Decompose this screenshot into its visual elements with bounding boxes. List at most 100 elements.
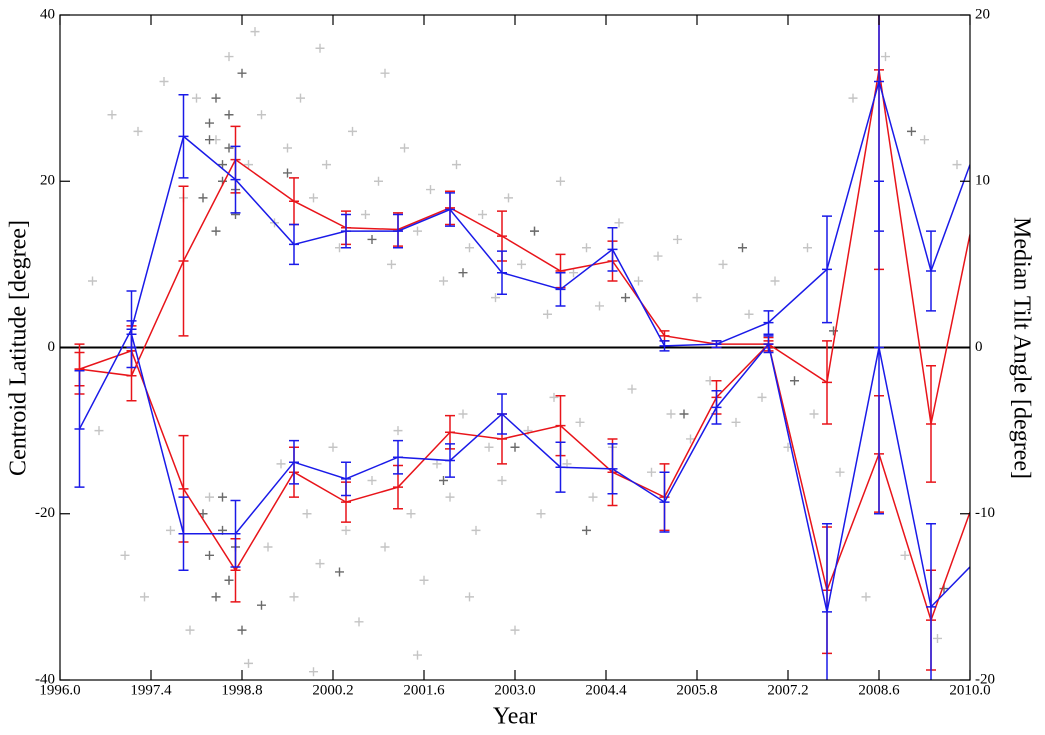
y2-tick-label: -20 bbox=[975, 671, 995, 687]
scatter-point bbox=[686, 434, 695, 444]
scatter-point bbox=[510, 625, 520, 635]
error-bar bbox=[822, 215, 832, 324]
error-bar bbox=[289, 223, 299, 266]
error-bar bbox=[822, 522, 832, 680]
scatter-point bbox=[861, 592, 871, 602]
scatter-point bbox=[731, 417, 741, 427]
scatter-point bbox=[224, 575, 234, 585]
scatter-point bbox=[530, 226, 539, 236]
error-bar bbox=[711, 389, 722, 425]
scatter-point bbox=[647, 467, 656, 477]
y-axis-title: Centroid Latitude [degree] bbox=[6, 220, 32, 476]
scatter-point bbox=[198, 193, 208, 203]
scatter-point bbox=[393, 426, 403, 436]
line-layer bbox=[60, 15, 970, 680]
y-tick-label: 40 bbox=[40, 6, 55, 22]
error-bar bbox=[393, 439, 403, 475]
scatter-point bbox=[205, 492, 214, 502]
scatter-point bbox=[588, 492, 598, 502]
scatter-point bbox=[237, 68, 247, 78]
scatter-point bbox=[497, 476, 507, 485]
y-tick-label: -20 bbox=[35, 505, 55, 521]
scatter-point bbox=[400, 143, 409, 153]
scatter-point bbox=[244, 658, 253, 668]
scatter-point bbox=[458, 268, 468, 278]
scatter-point bbox=[224, 110, 234, 120]
series-line bbox=[79, 69, 970, 425]
scatter-point bbox=[582, 243, 591, 253]
scatter-point bbox=[283, 168, 292, 178]
error-bar bbox=[926, 522, 936, 680]
series-line bbox=[130, 334, 970, 612]
y-tick-label: 0 bbox=[48, 339, 56, 355]
error-bar bbox=[341, 213, 351, 249]
x-tick-label: 1997.4 bbox=[130, 682, 172, 698]
scatter-point bbox=[348, 126, 357, 136]
scatter-point bbox=[952, 160, 962, 170]
error-bar bbox=[126, 320, 137, 349]
scatter-point bbox=[166, 525, 175, 535]
error-bar bbox=[74, 370, 85, 488]
scatter-point bbox=[718, 259, 728, 269]
scatter-point bbox=[458, 409, 468, 419]
scatter-point bbox=[679, 409, 689, 419]
scatter-point bbox=[322, 160, 331, 170]
series-line bbox=[79, 342, 970, 623]
error-bar bbox=[659, 471, 670, 533]
scatter-point bbox=[465, 592, 474, 602]
scatter-point bbox=[224, 143, 234, 153]
scatter-point bbox=[569, 268, 578, 278]
scatter-point bbox=[471, 525, 481, 535]
scatter-point bbox=[835, 467, 845, 477]
scatter-point bbox=[107, 110, 117, 120]
scatter-point bbox=[848, 93, 858, 103]
scatter-point bbox=[770, 276, 780, 286]
error-bar bbox=[926, 230, 936, 312]
error-bar bbox=[874, 180, 884, 515]
y2-tick-label: 0 bbox=[975, 339, 983, 355]
scatter-point bbox=[582, 525, 591, 535]
scatter-point bbox=[276, 459, 286, 469]
y2-axis-title: Median Tilt Angle [degree] bbox=[1008, 217, 1034, 479]
error-bar bbox=[555, 441, 566, 493]
error-bar bbox=[445, 443, 455, 478]
error-bar bbox=[497, 250, 507, 296]
scatter-point bbox=[920, 135, 929, 145]
series-line bbox=[78, 78, 970, 430]
scatter-point bbox=[504, 193, 513, 203]
scatter-point bbox=[205, 118, 214, 128]
error-bar bbox=[607, 227, 618, 272]
x-tick-label: 2003.0 bbox=[494, 682, 535, 698]
scatter-point bbox=[426, 185, 435, 195]
x-tick-label: 2000.2 bbox=[312, 682, 353, 698]
error-bar bbox=[607, 443, 618, 495]
scatter-point bbox=[296, 93, 305, 103]
scatter-point bbox=[621, 293, 630, 303]
scatter-point bbox=[94, 426, 104, 436]
scatter-point bbox=[211, 592, 221, 602]
scatter-point bbox=[289, 592, 299, 602]
scatter-point bbox=[627, 384, 637, 394]
scatter-point bbox=[439, 276, 448, 286]
scatter-point bbox=[543, 309, 552, 319]
scatter-point bbox=[309, 193, 318, 203]
x-tick-label: 2001.6 bbox=[403, 682, 445, 698]
scatter-point bbox=[465, 243, 474, 253]
scatter-point bbox=[432, 459, 442, 469]
scatter-point bbox=[881, 52, 890, 62]
scatter-point bbox=[614, 218, 624, 228]
scatter-point bbox=[413, 226, 422, 236]
error-bar bbox=[763, 310, 774, 335]
scatter-point bbox=[406, 509, 416, 519]
scatter-point bbox=[900, 550, 910, 560]
error-bar bbox=[393, 213, 403, 249]
x-axis-title: Year bbox=[493, 704, 537, 730]
scatter-point bbox=[907, 126, 916, 136]
error-bar bbox=[555, 271, 566, 307]
scatter-point bbox=[803, 243, 812, 253]
error-bar bbox=[497, 393, 507, 435]
x-tick-label: 2007.2 bbox=[767, 682, 808, 698]
y2-tick-label: -10 bbox=[975, 505, 995, 521]
scatter-point bbox=[302, 509, 312, 519]
